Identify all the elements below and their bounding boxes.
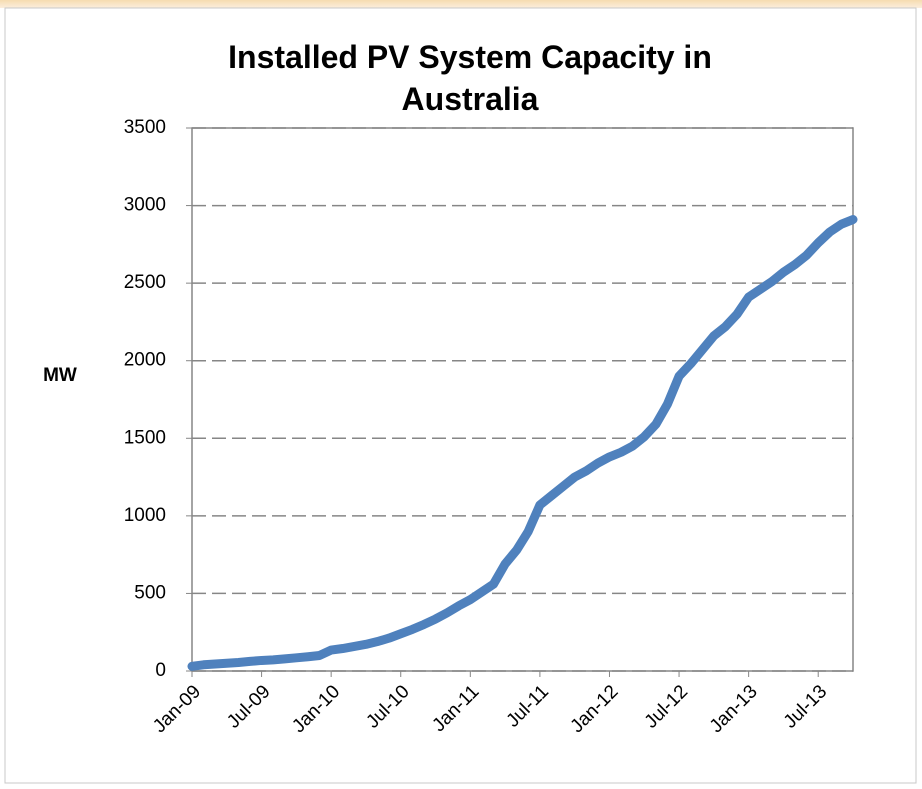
window-strip: [0, 0, 922, 8]
x-tick-label: Jul-10: [362, 681, 413, 732]
x-tick-label: Jul-12: [641, 681, 692, 732]
x-tick-label: Jan-12: [567, 681, 623, 737]
x-tick-label: Jan-10: [288, 681, 344, 737]
x-tick-label: Jul-11: [503, 681, 553, 731]
y-axis-label: MW: [43, 365, 77, 386]
x-tick-label: Jul-09: [223, 681, 274, 732]
y-tick-label: 1500: [124, 427, 166, 448]
y-tick-label: 2500: [124, 272, 166, 293]
chart-title: Installed PV System Capacity in Australi…: [228, 39, 712, 117]
y-tick-label: 1000: [124, 505, 166, 526]
y-tick-label: 3000: [124, 195, 166, 216]
y-tick-label: 500: [134, 582, 166, 603]
x-tick-label: Jan-13: [706, 681, 762, 737]
data-line: [187, 215, 858, 671]
x-tick-label: Jan-09: [149, 681, 205, 737]
y-tick-label: 0: [155, 660, 166, 681]
x-tick-label: Jan-11: [428, 681, 483, 736]
y-tick-label: 3500: [124, 117, 166, 138]
chart-border: [4, 7, 917, 784]
x-tick-label: Jul-13: [780, 681, 831, 732]
y-tick-label: 2000: [124, 350, 166, 371]
plot-border: [191, 127, 854, 672]
